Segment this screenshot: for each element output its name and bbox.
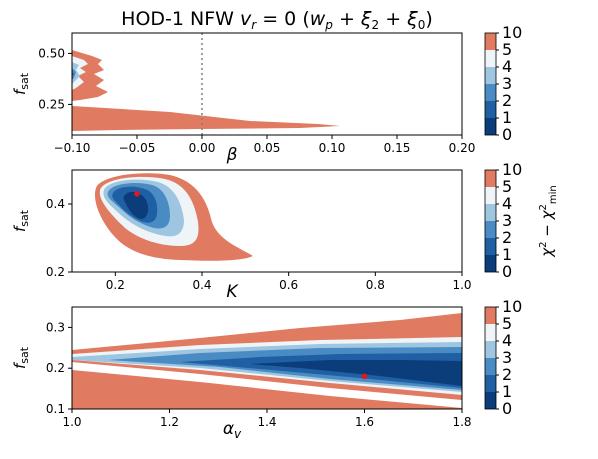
colorbar-2-segment	[485, 187, 496, 204]
figure-title: HOD-1 NFW vr = 0 (wp + ξ2 + ξ0)	[121, 8, 433, 32]
p2-y-label: fsat	[11, 209, 31, 232]
p2-x-tick-label: 1.0	[452, 278, 471, 292]
colorbar-2-tick-label: 3	[502, 211, 512, 230]
colorbar-3-tick-label: 0	[502, 399, 512, 418]
colorbar-1-tick-label: 1	[502, 108, 512, 127]
p2-y-ticks: 0.2 0.4	[46, 197, 72, 279]
colorbar-1-tick-label: 3	[502, 74, 512, 93]
p3-level-5-10-lower	[72, 370, 462, 409]
colorbar-3-segment	[485, 358, 496, 375]
p1-y-tick-label: 0.25	[38, 97, 65, 111]
colorbar-1-segment	[485, 84, 496, 101]
p3-y-label: fsat	[11, 346, 31, 369]
colorbar-2-tick-label: 10	[502, 160, 522, 179]
colorbar-2-segment	[485, 204, 496, 221]
p1-y-ticks: 0.25 0.50	[38, 46, 72, 111]
p2-y-tick-label: 0.2	[46, 265, 65, 279]
p1-x-tick-label: 0.20	[449, 141, 476, 155]
p1-x-tick-label: 0.05	[254, 141, 281, 155]
colorbar-3-tick-label: 4	[502, 331, 512, 350]
colorbar-2-tick-label: 5	[502, 177, 512, 196]
colorbar-3-tick-label: 10	[502, 297, 522, 316]
panel-1-contours	[72, 50, 340, 131]
p1-x-ticks: −0.10 −0.05 0.00 0.05 0.10 0.15 0.20	[54, 135, 476, 155]
colorbar-1-tick-label: 0	[502, 125, 512, 144]
colorbar-2-segment	[485, 170, 496, 187]
colorbar-1-tick-label: 10	[502, 23, 522, 42]
colorbar-3-tick-label: 1	[502, 382, 512, 401]
colorbar-2-tick-label: 4	[502, 194, 512, 213]
p3-x-ticks: 1.0 1.2 1.4 1.6 1.8	[62, 409, 472, 429]
p3-x-tick-label: 1.8	[452, 415, 471, 429]
panel-2-contours	[94, 173, 253, 261]
p1-x-tick-label: 0.00	[189, 141, 216, 155]
colorbar-2-tick-label: 1	[502, 245, 512, 264]
colorbar-2-tick-label: 2	[502, 228, 512, 247]
colorbar-3-segment	[485, 341, 496, 358]
p2-x-tick-label: 0.2	[106, 278, 125, 292]
p3-y-ticks: 0.1 0.2 0.3	[46, 320, 72, 416]
colorbar-2-segment	[485, 238, 496, 255]
p3-x-label: αv	[223, 419, 242, 441]
p2-level-0-1	[123, 191, 149, 219]
p3-x-tick-label: 1.0	[62, 415, 81, 429]
colorbar-1-tick-label: 5	[502, 40, 512, 59]
colorbar-1-segment	[485, 67, 496, 84]
p2-best-fit-marker	[134, 191, 140, 197]
p2-x-tick-label: 0.4	[192, 278, 211, 292]
colorbar-1-segment	[485, 101, 496, 118]
colorbar-1-tick-label: 2	[502, 91, 512, 110]
colorbar-3-tick-label: 2	[502, 365, 512, 384]
p3-y-tick-label: 0.1	[46, 402, 65, 416]
p2-x-ticks: 0.2 0.4 0.6 0.8 1.0	[106, 272, 472, 292]
p3-best-fit-marker	[361, 373, 368, 380]
colorbar-1-segment	[485, 118, 496, 135]
panel-3-contours	[72, 313, 462, 409]
colorbar-3-tick-label: 3	[502, 348, 512, 367]
p2-axes-frame	[71, 169, 463, 273]
p1-x-tick-label: 0.10	[319, 141, 346, 155]
p1-x-label: β	[226, 145, 238, 165]
p3-level-0-1	[250, 360, 462, 386]
colorbar-3-segment	[485, 375, 496, 392]
colorbar-1-tick-label: 4	[502, 57, 512, 76]
panel-3: 1.0 1.2 1.4 1.6 1.8 0.1 0.2 0.3 αv fsat	[11, 306, 472, 441]
p3-y-tick-label: 0.2	[46, 361, 65, 375]
colorbar-1-segment	[485, 33, 496, 50]
panel-1: −0.10 −0.05 0.00 0.05 0.10 0.15 0.20 0.250.50 …	[11, 32, 476, 165]
p1-level-5-10	[72, 106, 340, 131]
colorbar-label: χ2 − χ2min	[538, 185, 559, 258]
p1-x-tick-label: −0.10	[54, 141, 91, 155]
p1-level-3-4	[72, 62, 80, 84]
p1-x-tick-label: 0.15	[384, 141, 411, 155]
colorbar-3-tick-label: 5	[502, 314, 512, 333]
p1-y-label: fsat	[11, 72, 31, 95]
p3-x-tick-label: 1.6	[355, 415, 374, 429]
colorbar-3-segment	[485, 324, 496, 341]
colorbar-3-segment	[485, 392, 496, 409]
p3-x-tick-label: 1.2	[160, 415, 179, 429]
panel-2: 0.2 0.4 0.6 0.8 1.0 0.2 0.4 K fsat	[11, 169, 472, 302]
p2-y-tick-label: 0.4	[46, 197, 65, 211]
colorbar-2-segment	[485, 221, 496, 238]
p1-x-tick-label: −0.05	[119, 141, 156, 155]
p2-x-tick-label: 0.8	[366, 278, 385, 292]
p1-y-tick-label: 0.50	[38, 46, 65, 60]
p3-y-tick-label: 0.3	[46, 320, 65, 334]
p2-x-label: K	[226, 282, 239, 302]
p3-x-tick-label: 1.4	[257, 415, 276, 429]
colorbar-2-tick-label: 0	[502, 262, 512, 281]
p2-x-tick-label: 0.6	[279, 278, 298, 292]
colorbar-2-segment	[485, 255, 496, 272]
colorbar-1-segment	[485, 50, 496, 67]
colorbar-3-segment	[485, 307, 496, 324]
